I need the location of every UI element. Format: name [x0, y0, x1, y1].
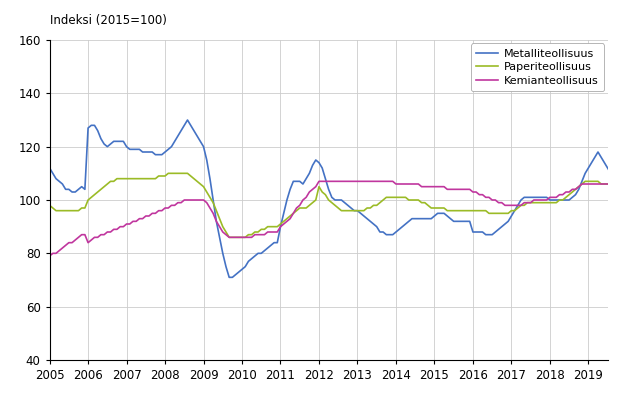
Paperiteollisuus — [463, 208, 470, 213]
Metalliteollisuus — [232, 272, 239, 277]
Paperiteollisuus — [210, 200, 217, 205]
Paperiteollisuus — [164, 171, 172, 176]
Kemianteollisuus — [46, 254, 53, 258]
Metalliteollisuus — [399, 224, 406, 229]
Metalliteollisuus — [226, 275, 233, 280]
Kemianteollisuus — [315, 179, 322, 184]
Metalliteollisuus — [46, 166, 53, 170]
Paperiteollisuus — [46, 203, 53, 208]
Paperiteollisuus — [232, 235, 239, 240]
Legend: Metalliteollisuus, Paperiteollisuus, Kemianteollisuus: Metalliteollisuus, Paperiteollisuus, Kem… — [471, 43, 604, 91]
Metalliteollisuus — [463, 219, 470, 224]
Kemianteollisuus — [226, 235, 233, 240]
Metalliteollisuus — [184, 118, 191, 122]
Kemianteollisuus — [383, 179, 390, 184]
Line: Metalliteollisuus: Metalliteollisuus — [50, 120, 614, 277]
Kemianteollisuus — [610, 182, 618, 186]
Paperiteollisuus — [610, 182, 618, 186]
Paperiteollisuus — [386, 195, 393, 200]
Metalliteollisuus — [386, 232, 393, 237]
Kemianteollisuus — [459, 187, 467, 192]
Metalliteollisuus — [210, 198, 217, 202]
Paperiteollisuus — [533, 200, 541, 205]
Line: Paperiteollisuus: Paperiteollisuus — [50, 173, 614, 237]
Kemianteollisuus — [530, 198, 538, 202]
Kemianteollisuus — [206, 206, 214, 210]
Metalliteollisuus — [610, 171, 618, 176]
Metalliteollisuus — [533, 195, 541, 200]
Text: Indeksi (2015=100): Indeksi (2015=100) — [50, 14, 167, 27]
Paperiteollisuus — [399, 195, 406, 200]
Paperiteollisuus — [226, 235, 233, 240]
Line: Kemianteollisuus: Kemianteollisuus — [50, 181, 614, 256]
Kemianteollisuus — [396, 182, 403, 186]
